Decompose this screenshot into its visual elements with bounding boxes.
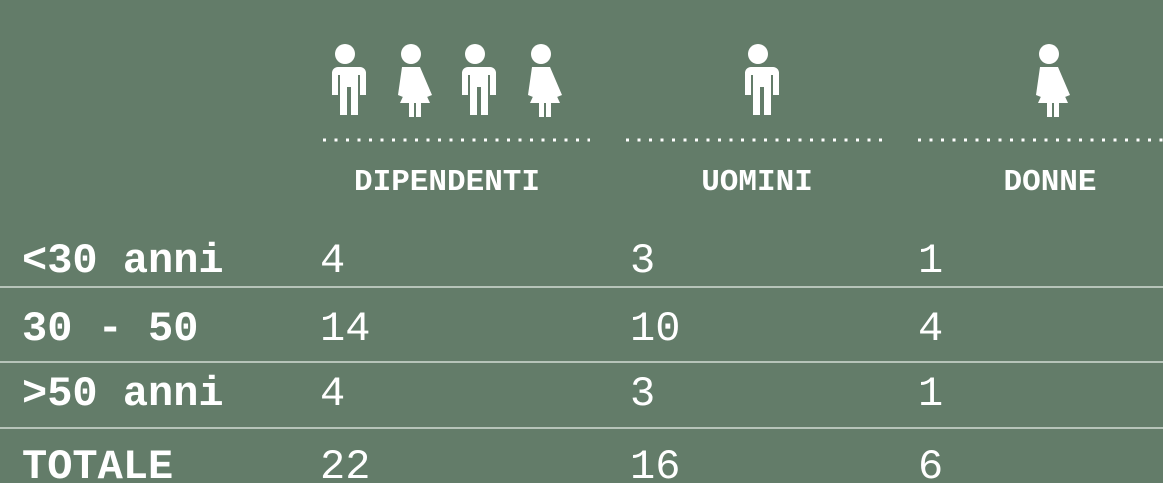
woman-icon [398,44,432,117]
cell-value: 22 [320,443,370,483]
cell-value: 10 [630,305,680,353]
row-lines [0,286,1163,429]
man-icon [460,44,496,115]
column-header: DIPENDENTI [354,165,540,200]
woman-icon [1036,44,1070,117]
row-label: <30 anni [22,237,224,285]
cell-value: 16 [630,443,680,483]
cell-value: 4 [320,237,345,285]
cell-value: 14 [320,305,370,353]
column-header: UOMINI [701,165,813,200]
cell-value: 1 [918,237,943,285]
row-label: >50 anni [22,370,224,418]
row-label: TOTALE [22,443,173,483]
man-icon [743,44,779,115]
cell-value: 4 [320,370,345,418]
man-icon [330,44,366,115]
cell-value: 1 [918,370,943,418]
icons [330,44,1070,117]
cell-value: 3 [630,237,655,285]
row-label: 30 - 50 [22,305,198,353]
cell-value: 4 [918,305,943,353]
cell-value: 3 [630,370,655,418]
column-header: DONNE [1003,165,1096,200]
woman-icon [528,44,562,117]
cell-value: 6 [918,443,943,483]
